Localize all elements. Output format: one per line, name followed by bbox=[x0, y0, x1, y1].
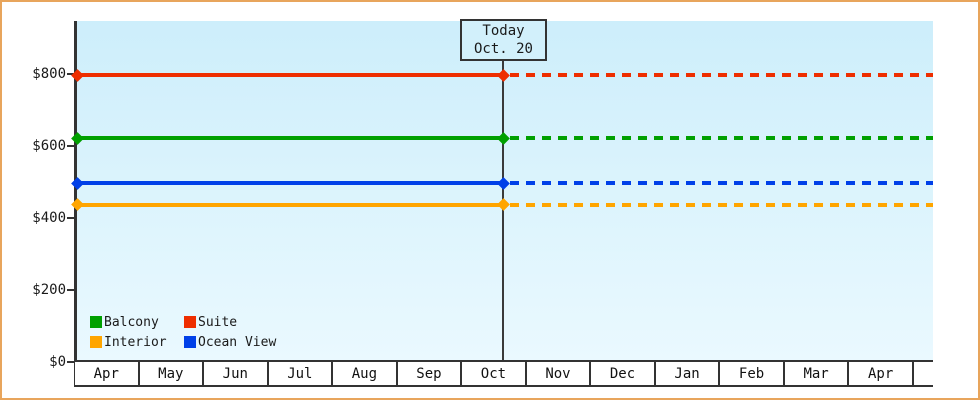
price-line-ocean-view-dashed bbox=[503, 181, 933, 186]
month-label: Mar bbox=[803, 365, 829, 382]
month-cell-jul-3: Jul bbox=[269, 362, 334, 385]
month-cell-empty bbox=[914, 362, 933, 385]
y-tick-mark bbox=[67, 144, 77, 147]
legend: Balcony Suite Interior Ocean View bbox=[90, 312, 276, 352]
legend-swatch-interior bbox=[90, 336, 102, 348]
month-label: May bbox=[158, 365, 184, 382]
month-cell-sep-5: Sep bbox=[398, 362, 463, 385]
legend-label-suite: Suite bbox=[198, 314, 238, 330]
legend-item-interior: Interior bbox=[90, 332, 184, 352]
month-label: Oct bbox=[480, 365, 507, 382]
legend-swatch-ocean-view bbox=[184, 336, 196, 348]
y-tick-mark bbox=[67, 216, 77, 219]
marker-ocean-view-today bbox=[496, 176, 510, 190]
marker-suite-start bbox=[70, 68, 84, 82]
legend-swatch-balcony bbox=[90, 316, 102, 328]
legend-item-suite: Suite bbox=[184, 312, 276, 332]
marker-interior-start bbox=[70, 198, 84, 212]
month-label: Dec bbox=[609, 365, 636, 382]
legend-label-interior: Interior bbox=[104, 334, 167, 350]
month-cell-dec-8: Dec bbox=[591, 362, 656, 385]
y-tick-label: $800 bbox=[32, 65, 66, 82]
y-tick-label: $200 bbox=[32, 281, 66, 298]
price-line-suite-solid bbox=[77, 73, 503, 78]
month-label: Aug bbox=[351, 365, 378, 382]
legend-label-balcony: Balcony bbox=[104, 314, 159, 330]
x-axis-month-row: Apr May Jun Jul Aug Sep Oct Nov Dec Jan Feb Mar Apr bbox=[75, 360, 933, 387]
price-line-interior-solid bbox=[77, 202, 503, 207]
month-cell-aug-4: Aug bbox=[333, 362, 398, 385]
month-cell-nov-7: Nov bbox=[527, 362, 592, 385]
y-tick-label: $600 bbox=[32, 137, 66, 154]
y-tick-label: $400 bbox=[32, 209, 66, 226]
month-cell-apr-0: Apr bbox=[75, 362, 140, 385]
marker-interior-today bbox=[496, 198, 510, 212]
month-cell-jun-2: Jun bbox=[204, 362, 269, 385]
month-label: Apr bbox=[867, 365, 894, 382]
month-label: Jun bbox=[222, 365, 248, 382]
month-label: Apr bbox=[93, 365, 119, 382]
legend-swatch-suite bbox=[184, 316, 196, 328]
month-cell-apr-12: Apr bbox=[849, 362, 914, 385]
month-label: Nov bbox=[545, 365, 571, 382]
marker-balcony-today bbox=[496, 131, 510, 145]
marker-suite-today bbox=[496, 68, 510, 82]
legend-item-balcony: Balcony bbox=[90, 312, 184, 332]
price-line-interior-dashed bbox=[503, 202, 933, 207]
y-tick-mark bbox=[67, 288, 77, 291]
month-cell-jan-9: Jan bbox=[656, 362, 721, 385]
month-label: Feb bbox=[738, 365, 765, 382]
marker-balcony-start bbox=[70, 131, 84, 145]
price-line-suite-dashed bbox=[503, 73, 933, 78]
y-tick-mark bbox=[67, 360, 77, 363]
month-label: Sep bbox=[416, 365, 442, 382]
price-line-balcony-dashed bbox=[503, 136, 933, 141]
series-lines bbox=[70, 21, 933, 361]
today-label-box: Today Oct. 20 bbox=[460, 19, 547, 61]
price-line-balcony-solid bbox=[77, 136, 503, 141]
today-label-line2: Oct. 20 bbox=[473, 41, 533, 57]
month-cell-oct-6: Oct bbox=[462, 362, 527, 385]
legend-item-ocean-view: Ocean View bbox=[184, 332, 276, 352]
month-label: Jan bbox=[674, 365, 700, 382]
month-label: Jul bbox=[287, 365, 313, 382]
price-line-ocean-view-solid bbox=[77, 181, 503, 186]
month-cell-mar-11: Mar bbox=[785, 362, 850, 385]
y-tick-label: $0 bbox=[49, 353, 66, 370]
marker-ocean-view-start bbox=[70, 176, 84, 190]
legend-label-ocean-view: Ocean View bbox=[198, 334, 277, 350]
month-cell-feb-10: Feb bbox=[720, 362, 785, 385]
month-cell-may-1: May bbox=[140, 362, 205, 385]
today-label-line1: Today bbox=[482, 23, 525, 39]
